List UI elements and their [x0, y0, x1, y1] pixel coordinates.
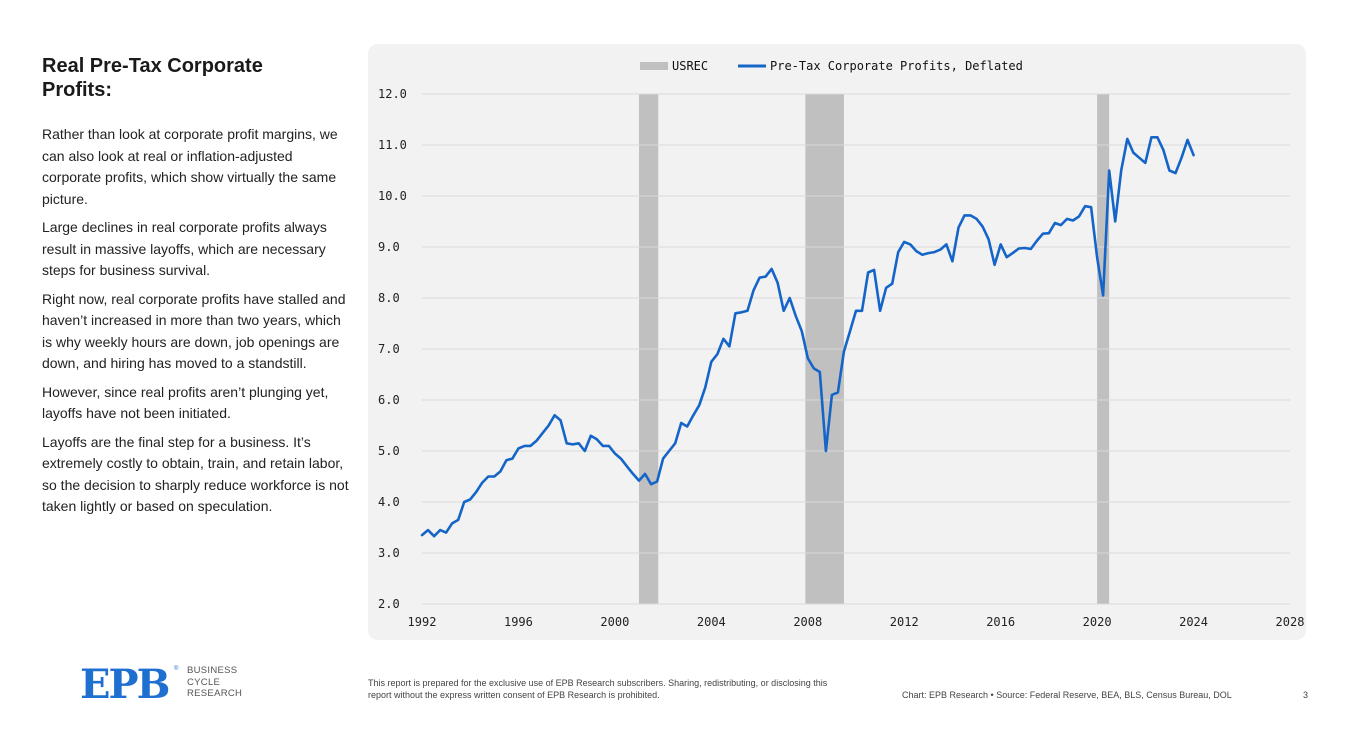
grid-lines	[422, 93, 1290, 605]
epb-logo: EPB ® BUSINESS CYCLE RESEARCH	[80, 661, 250, 708]
x-tick-label: 2012	[890, 615, 919, 629]
y-tick-label: 8.0	[378, 291, 400, 305]
y-tick-label: 9.0	[378, 240, 400, 254]
sidebar-paragraph: However, since real profits aren’t plung…	[42, 383, 329, 422]
sidebar-paragraph: Large declines in real corporate profits…	[42, 219, 327, 278]
y-tick-label: 5.0	[378, 444, 400, 458]
x-tick-label: 2004	[697, 615, 726, 629]
chart-source: Chart: EPB Research • Source: Federal Re…	[902, 690, 1232, 700]
disclaimer: This report is prepared for the exclusiv…	[368, 678, 828, 700]
legend-label: USREC	[672, 59, 708, 73]
legend: USREC Pre-Tax Corporate Profits, Deflated	[640, 59, 1023, 73]
x-tick-label: 2000	[600, 615, 629, 629]
legend-label: Pre-Tax Corporate Profits, Deflated	[770, 59, 1023, 73]
x-tick-label: 1992	[408, 615, 437, 629]
y-tick-label: 11.0	[378, 138, 407, 152]
series-line	[420, 136, 1195, 538]
page-number: 3	[1303, 690, 1309, 700]
x-tick-label: 2024	[1179, 615, 1208, 629]
y-tick-label: 3.0	[378, 546, 400, 560]
logo-line: CYCLE	[187, 676, 221, 688]
logo-registered-mark: ®	[174, 666, 179, 672]
sidebar-paragraph: Layoffs are the final step for a busines…	[42, 433, 349, 515]
x-tick-label: 2028	[1276, 615, 1305, 629]
sidebar-paragraph: Right now, real corporate profits have s…	[42, 290, 346, 372]
x-tick-label: 2020	[1083, 615, 1112, 629]
x-tick-label: 1996	[504, 615, 533, 629]
y-tick-label: 7.0	[378, 342, 400, 356]
y-tick-label: 10.0	[378, 189, 407, 203]
x-tick-label: 2008	[793, 615, 822, 629]
tick-labels: 2.0 3.0 4.0 5.0 6.0 7.0 8.0 9.0 10.0 11.0 12.0 1992…	[378, 87, 1304, 629]
x-tick-label: 2016	[986, 615, 1015, 629]
y-tick-label: 12.0	[378, 87, 407, 101]
y-tick-label: 4.0	[378, 495, 400, 509]
sidebar-paragraph: Rather than look at corporate profit mar…	[42, 126, 338, 207]
series-lines	[420, 136, 1195, 538]
y-tick-label: 2.0	[378, 597, 400, 611]
y-tick-label: 6.0	[378, 393, 400, 407]
logo-line: RESEARCH	[187, 688, 243, 699]
sidebar: Real Pre-Tax Corporate Profits: Rather t…	[42, 54, 354, 525]
page-title: Real Pre-Tax Corporate Profits:	[42, 55, 263, 101]
logo-line: BUSINESS	[187, 665, 238, 676]
profits-chart: 2.0 3.0 4.0 5.0 6.0 7.0 8.0 9.0 10.0 11.0 12.0 1992…	[378, 59, 1304, 629]
chart-card: 2.0 3.0 4.0 5.0 6.0 7.0 8.0 9.0 10.0 11.0 12.0 1992…	[368, 44, 1306, 640]
logo-text: BUSINESS CYCLE RESEARCH	[187, 665, 242, 700]
logo-mark: EPB	[80, 661, 170, 708]
